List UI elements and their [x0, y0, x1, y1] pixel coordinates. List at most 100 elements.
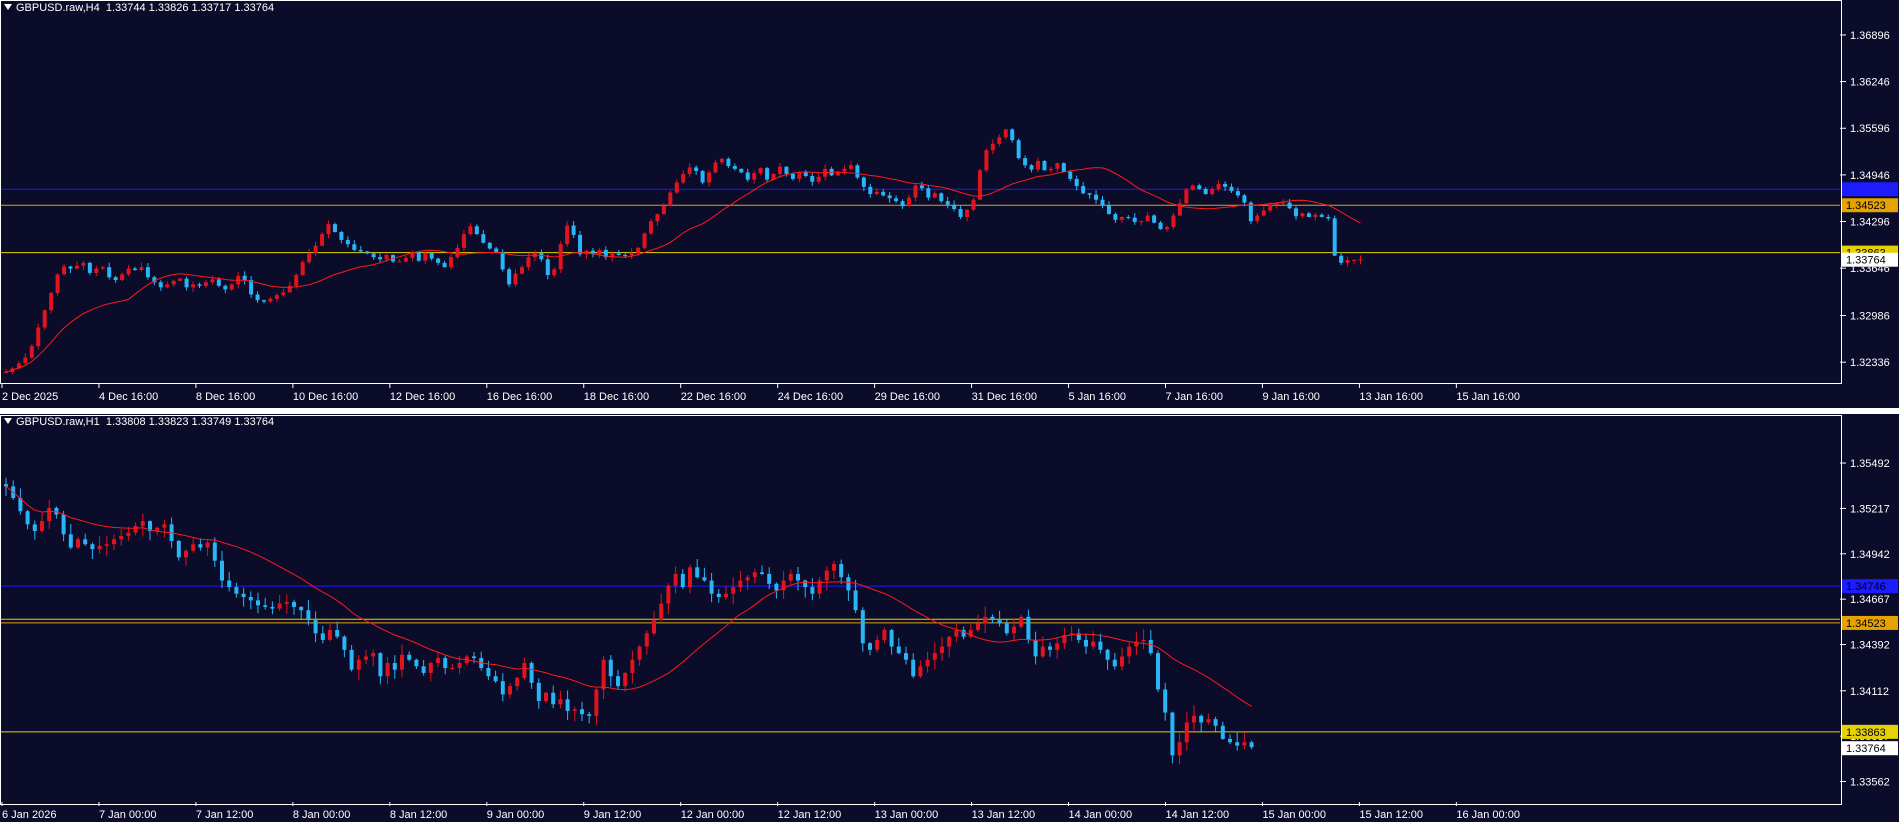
bull-candle — [875, 639, 880, 650]
bear-candle — [1098, 641, 1103, 650]
bull-candle — [984, 150, 989, 171]
bull-candle — [778, 166, 782, 174]
x-tick-label: 16 Jan 00:00 — [1456, 809, 1520, 821]
bull-candle — [954, 630, 959, 637]
bear-candle — [1010, 129, 1015, 141]
price-level-label: 1.33863 — [1846, 727, 1886, 739]
bear-candle — [255, 294, 260, 301]
bull-candle — [1141, 639, 1146, 642]
bear-candle — [1016, 140, 1021, 159]
bull-candle — [320, 234, 325, 246]
bull-candle — [842, 168, 847, 172]
bull-candle — [1040, 646, 1045, 657]
bear-candle — [68, 534, 73, 548]
bull-candle — [410, 252, 415, 258]
bear-candle — [603, 249, 608, 258]
bear-candle — [1100, 199, 1105, 206]
bull-candle — [1190, 185, 1195, 190]
bull-candle — [178, 278, 183, 281]
x-tick-label: 12 Jan 12:00 — [778, 809, 842, 821]
bear-candle — [894, 198, 899, 202]
pane-separator[interactable] — [0, 408, 1899, 414]
bear-candle — [1126, 216, 1131, 218]
bear-candle — [83, 539, 88, 545]
bull-candle — [385, 663, 390, 677]
bear-candle — [1148, 639, 1153, 654]
x-tick-label: 10 Dec 16:00 — [293, 391, 358, 403]
bear-candle — [339, 232, 344, 240]
bear-candle — [571, 225, 576, 235]
bear-candle — [565, 699, 570, 711]
bear-candle — [796, 573, 800, 581]
bear-candle — [352, 244, 357, 250]
bull-candle — [990, 143, 995, 151]
bull-candle — [4, 371, 8, 373]
bear-candle — [292, 601, 296, 607]
bull-candle — [436, 658, 440, 664]
bear-candle — [803, 580, 808, 588]
x-tick-label: 8 Dec 16:00 — [196, 391, 255, 403]
bull-candle — [1352, 260, 1357, 261]
bull-candle — [97, 545, 102, 550]
y-tick-label: 1.34946 — [1850, 170, 1890, 182]
bear-candle — [1081, 186, 1086, 194]
bear-candle — [1199, 715, 1204, 723]
bull-candle — [597, 249, 602, 255]
bull-candle — [907, 197, 911, 207]
bear-candle — [1326, 216, 1331, 219]
collapse-triangle-icon[interactable] — [4, 4, 12, 10]
bear-candle — [1235, 191, 1240, 196]
bear-candle — [739, 168, 744, 173]
bear-candle — [378, 257, 383, 260]
bull-candle — [55, 274, 60, 294]
bull-candle — [674, 182, 679, 193]
bull-candle — [771, 173, 776, 180]
price-level-label: 1.34746 — [1846, 581, 1886, 593]
bull-candle — [191, 284, 196, 288]
bear-candle — [349, 649, 354, 670]
bull-candle — [652, 620, 656, 634]
bear-candle — [1229, 186, 1234, 192]
bear-candle — [429, 252, 434, 259]
bear-candle — [1113, 214, 1118, 220]
bull-candle — [1300, 213, 1305, 217]
bear-candle — [1332, 218, 1337, 256]
h1-chart-pane[interactable]: 1.35492 1.35217 1.34942 1.34667 1.34392 1.341… — [0, 414, 1899, 822]
bear-candle — [919, 185, 924, 189]
x-tick-label: 6 Jan 2026 — [2, 809, 56, 821]
bull-candle — [636, 247, 641, 253]
bear-candle — [767, 573, 772, 584]
x-tick-label: 2 Dec 2025 — [2, 391, 58, 403]
bear-candle — [421, 666, 426, 673]
bull-candle — [508, 686, 512, 695]
bull-candle — [397, 261, 402, 263]
bear-candle — [1076, 633, 1081, 640]
bull-candle — [120, 274, 125, 281]
bull-candle — [139, 267, 144, 271]
bear-candle — [436, 258, 441, 263]
bull-candle — [673, 573, 678, 586]
bull-candle — [42, 310, 47, 328]
bear-candle — [545, 259, 550, 276]
bull-candle — [655, 214, 660, 222]
bear-candle — [939, 193, 944, 202]
y-tick-label: 1.35217 — [1850, 503, 1890, 515]
bull-candle — [423, 252, 428, 261]
bull-candle — [918, 666, 923, 677]
bull-candle — [515, 677, 520, 687]
bear-candle — [1152, 215, 1157, 223]
bull-candle — [713, 162, 718, 173]
bear-candle — [107, 267, 112, 278]
bull-candle — [468, 226, 473, 235]
x-tick-label: 9 Jan 00:00 — [487, 809, 545, 821]
h4-chart-pane[interactable]: 1.36896 1.36246 1.35596 1.34946 1.34296 1.336… — [0, 0, 1899, 408]
bull-candle — [623, 672, 628, 687]
collapse-triangle-icon[interactable] — [4, 418, 12, 424]
y-tick-label: 1.34942 — [1850, 549, 1890, 561]
y-tick-label: 1.36896 — [1850, 30, 1890, 42]
h1-chart-svg[interactable]: 1.35492 1.35217 1.34942 1.34667 1.34392 1.341… — [0, 414, 1899, 822]
bear-candle — [861, 177, 866, 187]
bear-candle — [1203, 188, 1208, 194]
bull-candle — [610, 253, 615, 258]
h4-chart-svg[interactable]: 1.368961.362461.355961.349461.342961.336… — [0, 0, 1899, 408]
